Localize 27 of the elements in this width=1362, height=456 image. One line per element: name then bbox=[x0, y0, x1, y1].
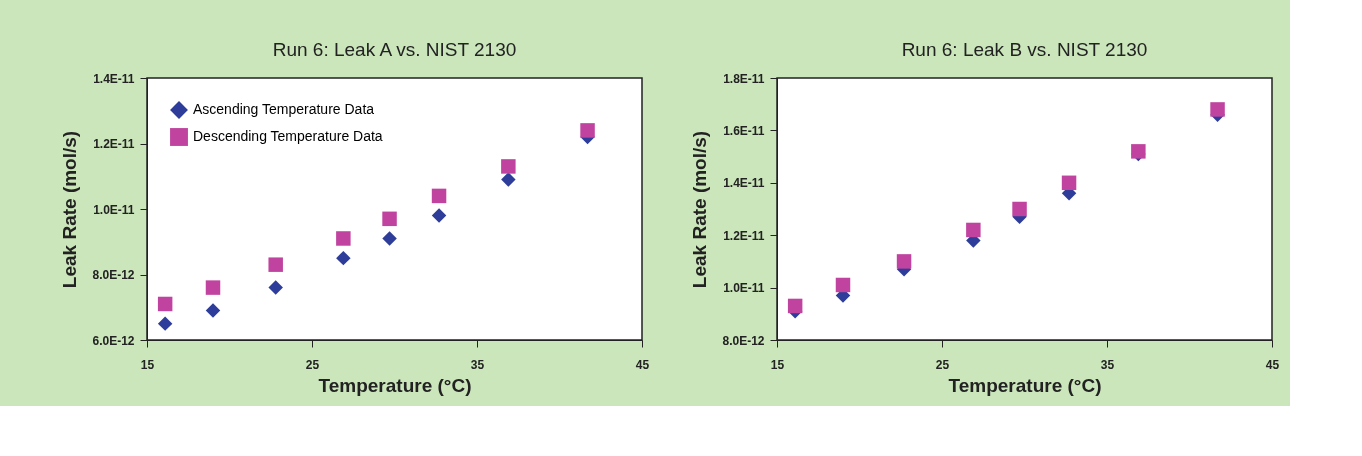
chart-title: Run 6: Leak B vs. NIST 2130 bbox=[901, 39, 1148, 60]
y-tick-label: 1.2E-11 bbox=[723, 228, 765, 243]
y-tick-label: 1.2E-11 bbox=[93, 137, 135, 151]
x-tick-label: 15 bbox=[140, 357, 155, 372]
y-tick-label: 1.0E-11 bbox=[723, 281, 765, 296]
y-tick-label: 1.6E-11 bbox=[723, 123, 765, 138]
y-tick-label: 1.8E-11 bbox=[723, 71, 765, 86]
x-tick-label: 25 bbox=[305, 357, 320, 372]
y-tick-label: 8.0E-12 bbox=[722, 333, 765, 348]
x-axis-title: Temperature (°C) bbox=[318, 374, 472, 396]
y-tick-label: 1.0E-11 bbox=[93, 202, 135, 217]
y-tick-label: 6.0E-12 bbox=[92, 333, 135, 348]
x-tick-label: 25 bbox=[935, 357, 950, 372]
chart-title: Run 6: Leak A vs. NIST 2130 bbox=[272, 39, 517, 60]
legend-label: Ascending Temperature Data bbox=[193, 101, 375, 117]
legend-label: Descending Temperature Data bbox=[193, 128, 383, 144]
x-tick-label: 35 bbox=[470, 357, 485, 372]
x-tick-label: 35 bbox=[1100, 357, 1115, 372]
y-tick-label: 1.4E-11 bbox=[723, 176, 765, 191]
x-tick-label: 45 bbox=[635, 357, 650, 372]
y-axis-title: Leak Rate (mol/s) bbox=[689, 130, 711, 289]
y-tick-label: 1.4E-11 bbox=[93, 71, 135, 86]
x-tick-label: 45 bbox=[1265, 357, 1280, 372]
x-axis-title: Temperature (°C) bbox=[948, 374, 1102, 396]
x-tick-label: 15 bbox=[770, 357, 785, 372]
y-tick-label: 8.0E-12 bbox=[92, 268, 135, 282]
y-axis-title: Leak Rate (mol/s) bbox=[59, 130, 81, 289]
